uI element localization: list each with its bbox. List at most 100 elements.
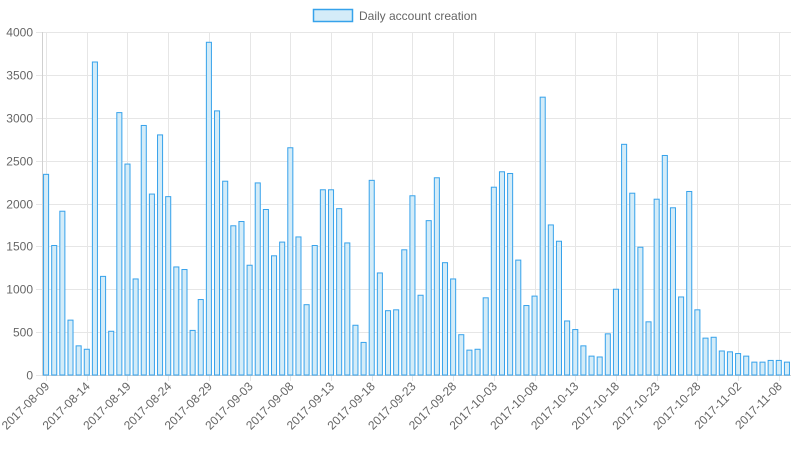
data-bar[interactable] [165, 196, 172, 376]
data-bar[interactable] [515, 259, 522, 376]
data-bar[interactable] [743, 355, 750, 376]
data-bar[interactable] [539, 96, 546, 376]
data-bar[interactable] [59, 210, 66, 376]
data-bar[interactable] [116, 112, 123, 376]
data-bar[interactable] [661, 154, 668, 376]
legend-label[interactable]: Daily account creation [359, 9, 477, 23]
data-bar[interactable] [132, 278, 139, 376]
data-bar[interactable] [311, 245, 318, 376]
data-bar[interactable] [507, 172, 514, 376]
data-bar[interactable] [433, 177, 440, 376]
data-bar[interactable] [303, 304, 310, 376]
data-bar[interactable] [271, 255, 278, 376]
data-bar[interactable] [214, 110, 221, 376]
data-bar[interactable] [319, 189, 326, 376]
data-bar[interactable] [653, 198, 660, 376]
data-bar[interactable] [783, 361, 790, 376]
data-bar[interactable] [100, 275, 107, 376]
data-bar[interactable] [710, 336, 717, 376]
data-bar[interactable] [612, 288, 619, 376]
data-bar[interactable] [368, 179, 375, 376]
data-bar[interactable] [148, 193, 155, 376]
data-bar[interactable] [173, 266, 180, 376]
data-bar[interactable] [629, 192, 636, 376]
data-bar[interactable] [157, 134, 164, 376]
data-bar[interactable] [75, 345, 82, 376]
data-bar[interactable] [344, 242, 351, 376]
data-bar[interactable] [490, 186, 497, 376]
data-bar[interactable] [555, 240, 563, 376]
data-bar[interactable] [531, 295, 538, 376]
data-bar[interactable] [450, 278, 457, 376]
data-bar[interactable] [327, 189, 335, 376]
data-bar[interactable] [669, 207, 676, 376]
data-bar[interactable] [621, 143, 628, 376]
data-bar[interactable] [51, 245, 58, 376]
legend-swatch[interactable] [312, 8, 354, 23]
data-bar[interactable] [751, 361, 758, 376]
data-bar[interactable] [759, 361, 766, 376]
data-bar[interactable] [702, 337, 709, 376]
data-bar[interactable] [67, 319, 74, 376]
data-bar[interactable] [189, 329, 196, 376]
data-bar[interactable] [384, 310, 392, 376]
data-bar[interactable] [637, 246, 644, 376]
data-bar[interactable] [401, 249, 408, 376]
data-bar[interactable] [409, 195, 416, 376]
data-bar[interactable] [588, 355, 595, 376]
data-bar[interactable] [140, 124, 147, 376]
data-bar[interactable] [645, 321, 652, 376]
data-bar[interactable] [767, 359, 774, 376]
data-bar[interactable] [230, 225, 237, 376]
y-axis-ticks: 0 500 1000 1500 2000 2500 3000 3500 4000 [6, 26, 33, 383]
data-bar[interactable] [262, 209, 269, 376]
data-bar[interactable] [83, 348, 90, 376]
data-bar[interactable] [360, 341, 367, 376]
data-bar[interactable] [124, 163, 131, 376]
data-bar[interactable] [295, 236, 302, 376]
data-bar[interactable] [572, 329, 579, 376]
data-bar[interactable] [376, 272, 383, 376]
data-bar[interactable] [441, 262, 449, 376]
data-bar[interactable] [43, 173, 50, 376]
data-bar[interactable] [279, 241, 286, 376]
data-bar[interactable] [205, 41, 212, 376]
data-bar[interactable] [287, 147, 294, 376]
y-tick-label: 1000 [6, 283, 33, 297]
data-bar[interactable] [523, 305, 530, 376]
data-bar[interactable] [336, 208, 343, 376]
data-bar[interactable] [181, 269, 188, 376]
data-bar[interactable] [718, 350, 725, 376]
data-bar[interactable] [425, 220, 432, 376]
data-bar[interactable] [417, 294, 424, 376]
data-bar[interactable] [254, 182, 261, 376]
data-bar[interactable] [775, 359, 782, 376]
data-bar[interactable] [393, 309, 400, 376]
data-bar[interactable] [735, 353, 742, 376]
data-bar[interactable] [547, 224, 554, 376]
data-bar[interactable] [197, 299, 204, 376]
data-bar[interactable] [352, 324, 359, 376]
data-bar[interactable] [474, 348, 481, 376]
data-bar[interactable] [678, 296, 685, 376]
data-bar[interactable] [726, 351, 733, 376]
data-bar[interactable] [458, 334, 465, 376]
y-tick-label: 500 [13, 326, 33, 340]
data-bar[interactable] [246, 264, 253, 376]
bars [43, 41, 790, 376]
data-bar[interactable] [604, 333, 611, 376]
data-bar[interactable] [498, 171, 506, 376]
data-bar[interactable] [91, 61, 98, 376]
data-bar[interactable] [238, 221, 245, 376]
data-bar[interactable] [108, 330, 115, 376]
data-bar[interactable] [482, 297, 489, 376]
legend[interactable]: Daily account creation [312, 8, 478, 23]
data-bar[interactable] [222, 180, 229, 376]
data-bar[interactable] [580, 345, 587, 376]
data-bar[interactable] [694, 309, 701, 376]
data-bar[interactable] [564, 320, 571, 376]
data-bar[interactable] [596, 356, 603, 376]
y-tick-label: 1500 [6, 240, 33, 254]
data-bar[interactable] [466, 349, 473, 376]
data-bar[interactable] [686, 190, 693, 376]
